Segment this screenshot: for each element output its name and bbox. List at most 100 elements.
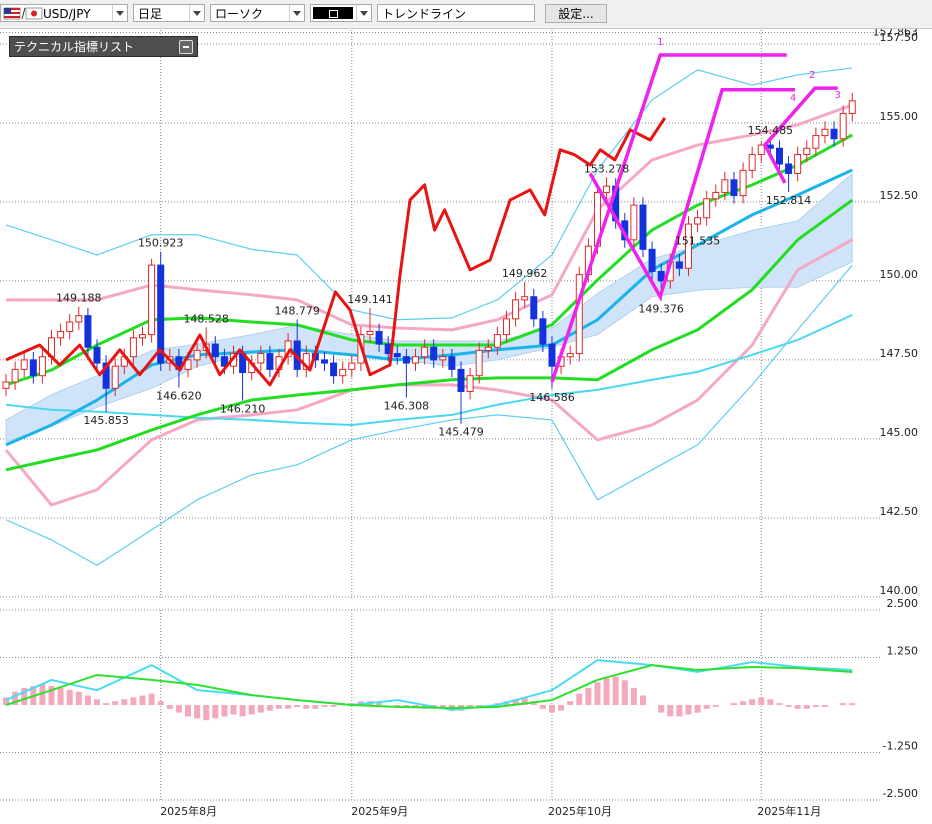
trendline-label: 4	[790, 93, 796, 104]
histogram-bar	[812, 705, 819, 707]
histogram-bar	[130, 697, 137, 705]
price-annotation: 148.779	[274, 304, 320, 317]
histogram-bar	[376, 703, 383, 705]
histogram-bar	[685, 705, 692, 715]
histogram-bar	[103, 703, 110, 705]
candle-body	[284, 340, 292, 358]
histogram-bar	[266, 705, 273, 711]
histogram-bar	[803, 705, 810, 709]
trendline-label: 3	[835, 90, 841, 101]
candle-body	[193, 349, 201, 361]
y-tick-label: -2.500	[883, 787, 918, 800]
histogram-bar	[794, 705, 801, 709]
candle-body	[220, 356, 228, 367]
histogram-bar	[730, 703, 737, 705]
x-tick-label: 2025年10月	[548, 804, 612, 818]
candle-body	[812, 135, 820, 149]
candle-body	[684, 223, 692, 269]
candle-body	[839, 112, 847, 140]
candle-body	[29, 359, 37, 377]
y-tick-label: 145.00	[880, 426, 919, 439]
histogram-bar	[567, 701, 574, 705]
period-select[interactable]: 日足	[133, 4, 205, 22]
candle-body	[2, 381, 10, 389]
grid-layer: 140.00 142.50 145.00 147.50 150.00 152.50 155.…	[0, 0, 918, 818]
tool-field[interactable]: トレンドライン	[377, 4, 535, 22]
candle-body	[339, 368, 347, 377]
candle-body	[730, 179, 738, 197]
candle-body	[11, 368, 19, 383]
indicator-line	[5, 314, 853, 426]
histogram-bar	[676, 705, 683, 717]
candle-body	[102, 362, 110, 389]
histogram-bar	[840, 703, 847, 705]
candle-body	[348, 362, 356, 370]
candle-body	[493, 334, 501, 348]
y-tick-label: 155.00	[880, 110, 919, 123]
candle-body	[530, 296, 538, 320]
pair-select[interactable]: USD/JPY	[0, 4, 128, 22]
price-annotation: 145.853	[83, 414, 129, 427]
candle-body	[539, 318, 547, 345]
histogram-bar	[630, 687, 637, 705]
candle-body	[848, 100, 856, 114]
histogram-bar	[112, 701, 119, 705]
indicator-list-button[interactable]	[179, 40, 193, 54]
y-tick-label: 157.50	[880, 31, 919, 44]
candle-body	[111, 365, 119, 389]
candle-body	[548, 343, 556, 367]
histogram-bar	[84, 695, 91, 705]
candle-body	[330, 362, 338, 377]
color-select[interactable]	[310, 4, 372, 22]
candle-body	[603, 185, 611, 193]
price-annotation: 154.485	[748, 124, 794, 137]
histogram-bar	[175, 705, 182, 713]
price-annotation: 145.479	[438, 426, 484, 439]
histogram-bar	[75, 691, 82, 705]
histogram-bar	[48, 686, 55, 705]
candle-body	[803, 147, 811, 156]
x-tick-label: 2025年11月	[757, 804, 821, 818]
candle-body	[566, 353, 574, 358]
histogram-bar	[230, 705, 237, 715]
histogram-bar	[758, 697, 765, 705]
histogram-bar	[558, 705, 565, 711]
flags	[3, 7, 43, 20]
candle-body	[138, 334, 146, 339]
candle-body	[211, 343, 219, 358]
candle-body	[721, 179, 729, 193]
histogram-bar	[621, 680, 628, 705]
chart-style-select[interactable]: ローソク	[210, 4, 305, 22]
histogram-bar	[603, 678, 610, 705]
candle-body	[38, 356, 46, 377]
candle-body	[512, 299, 520, 320]
histogram-bar	[321, 705, 328, 707]
candle-body	[630, 204, 638, 241]
candle-body	[521, 296, 529, 301]
price-annotation: 150.923	[138, 237, 184, 250]
candle-body	[257, 353, 265, 364]
candle-body	[775, 147, 783, 165]
histogram-bar	[166, 705, 173, 709]
histogram-bar	[285, 705, 292, 709]
y-tick-label: 142.50	[880, 505, 919, 518]
settings-button[interactable]: 設定...	[545, 4, 607, 23]
histogram-bar	[221, 705, 228, 717]
histogram-bar	[39, 684, 46, 705]
histogram-bar	[194, 705, 201, 719]
histogram-bar	[521, 697, 528, 705]
histogram-bar	[21, 687, 28, 705]
histogram-bar	[476, 705, 483, 707]
indicator-list-label: テクニカル指標リスト	[14, 40, 135, 54]
price-annotation: 152.814	[766, 194, 812, 207]
histogram-bar	[712, 705, 719, 707]
indicator-line	[6, 103, 853, 332]
histogram-bar	[330, 705, 337, 707]
y-tick-label: -1.250	[883, 740, 918, 753]
histogram-bar	[767, 699, 774, 705]
period-label: 日足	[138, 7, 163, 21]
indicator-list[interactable]: テクニカル指標リスト	[9, 36, 198, 57]
annotation-layer: 1 2 3 4 149.188 145.853 150.923 146.620 148.528 1…	[56, 37, 841, 439]
candle-body	[266, 353, 274, 370]
